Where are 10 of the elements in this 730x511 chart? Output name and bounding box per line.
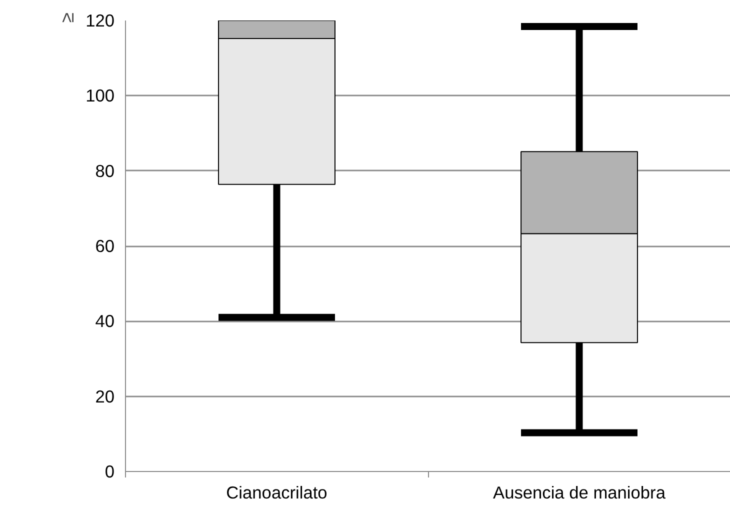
y-tick-label: 100 bbox=[86, 86, 115, 106]
y-tick-label: 40 bbox=[95, 311, 115, 332]
x-tick-label: Cianoacrilato bbox=[226, 482, 328, 502]
y-tick-label: 80 bbox=[95, 160, 115, 181]
y-tick-label: 20 bbox=[95, 386, 115, 406]
y-tick-label: 60 bbox=[95, 236, 115, 256]
y-tick-label: 0 bbox=[104, 462, 115, 482]
y-tick-label: 120 bbox=[86, 10, 115, 30]
y-axis-title: ≥ bbox=[56, 12, 78, 23]
x-tick-label: Ausencia de maniobra bbox=[493, 482, 666, 502]
